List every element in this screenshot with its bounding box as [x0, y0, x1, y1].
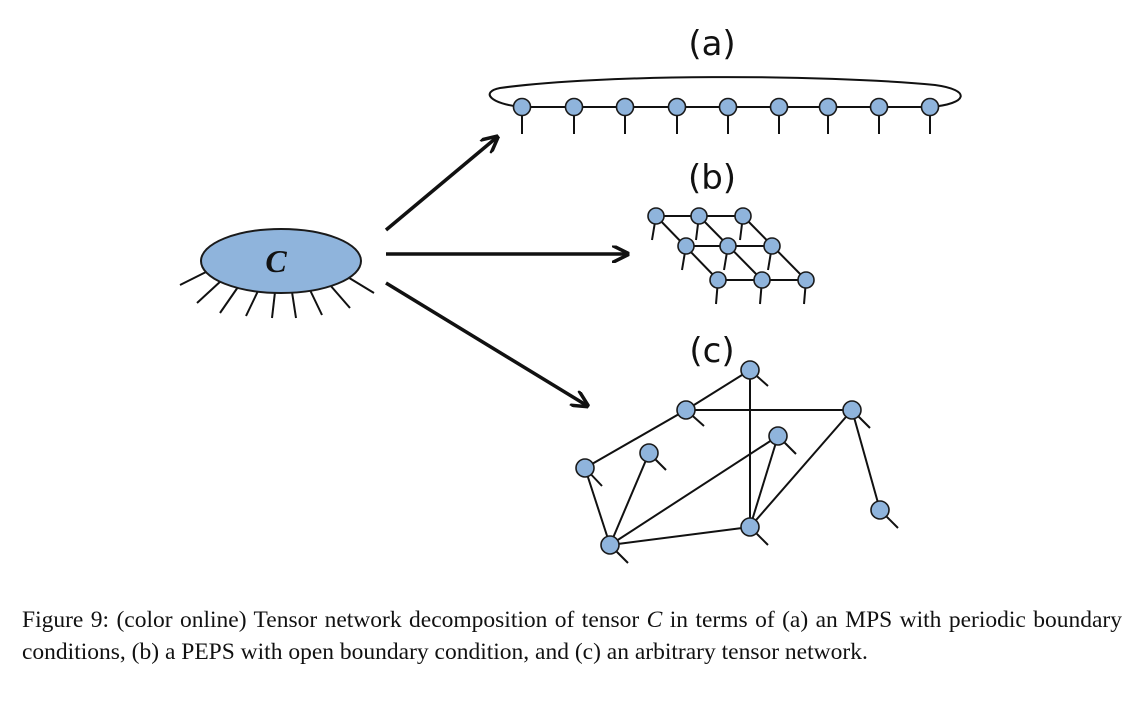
- peps-nodes: [647, 207, 815, 289]
- peps-node: [753, 271, 771, 289]
- mps-node: [667, 97, 687, 117]
- mps-node: [769, 97, 789, 117]
- tensor-c: C: [179, 228, 375, 319]
- network-node: [639, 443, 659, 463]
- network-node: [740, 360, 760, 380]
- panel-b-label: (b): [688, 158, 736, 198]
- tensor-c-ellipse: [200, 228, 362, 294]
- arbitrary-network-diagram: [575, 360, 899, 564]
- peps-node: [797, 271, 815, 289]
- network-node: [740, 517, 760, 537]
- network-nodes: [575, 360, 890, 555]
- caption-text-part1: Figure 9: (color online) Tensor network …: [22, 607, 647, 633]
- mps-node: [718, 97, 738, 117]
- peps-node: [719, 237, 737, 255]
- peps-node: [690, 207, 708, 225]
- mps-node: [512, 97, 532, 117]
- tensor-network-figure: C (a) (b) (c): [179, 24, 962, 564]
- network-node: [870, 500, 890, 520]
- network-edges: [584, 369, 881, 546]
- mps-node: [920, 97, 940, 117]
- peps-node: [734, 207, 752, 225]
- mps-diagram: [488, 76, 962, 134]
- mps-nodes: [512, 97, 940, 117]
- arrow-to-mps: [384, 138, 496, 232]
- network-node: [768, 426, 788, 446]
- peps-node: [647, 207, 665, 225]
- panel-a-label: (a): [688, 24, 735, 64]
- peps-node: [677, 237, 695, 255]
- mps-node: [564, 97, 584, 117]
- peps-node: [763, 237, 781, 255]
- panel-c-label: (c): [689, 331, 734, 371]
- caption-text-part2: in terms of (a) an MPS with periodic bou…: [22, 607, 1123, 665]
- mps-node: [818, 97, 838, 117]
- tensor-c-label: C: [265, 243, 287, 279]
- network-node: [842, 400, 862, 420]
- mps-node: [869, 97, 889, 117]
- arrow-to-network: [385, 281, 586, 405]
- caption-math-symbol: C: [646, 607, 663, 633]
- peps-legs: [651, 215, 807, 305]
- network-node: [600, 535, 620, 555]
- network-node: [676, 400, 696, 420]
- network-node: [575, 458, 595, 478]
- mps-periodic-loop: [488, 76, 962, 108]
- peps-node: [709, 271, 727, 289]
- network-legs: [584, 369, 899, 564]
- peps-diagram: [647, 207, 815, 305]
- figure-caption: Figure 9: (color online) Tensor network …: [22, 604, 1122, 668]
- tensor-c-legs: [179, 269, 375, 319]
- mps-node: [615, 97, 635, 117]
